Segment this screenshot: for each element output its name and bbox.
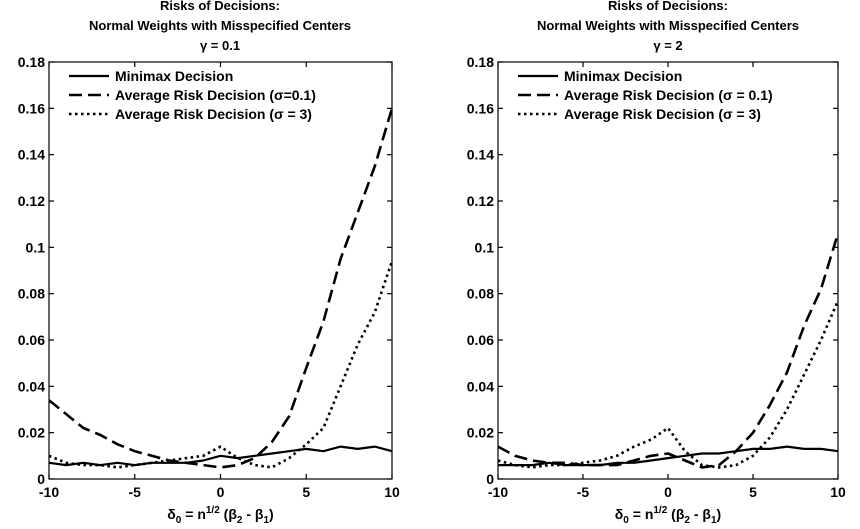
plot-frame — [497, 61, 839, 480]
legend-label: Average Risk Decision (σ = 3) — [115, 106, 312, 122]
x-tick-label: 5 — [302, 484, 310, 500]
chart-title-line: Risks of Decisions: — [160, 0, 280, 13]
x-tick-label: -10 — [488, 484, 508, 500]
legend-label: Average Risk Decision (σ = 3) — [564, 106, 761, 122]
y-tick-label: 0.02 — [467, 425, 494, 441]
x-tick-label: 0 — [664, 484, 672, 500]
y-tick-label: 0.06 — [18, 332, 45, 348]
y-tick-label: 0.16 — [18, 100, 45, 116]
legend-label: Average Risk Decision (σ = 0.1) — [564, 87, 773, 103]
chart-title-line: γ = 0.1 — [200, 38, 240, 53]
series-line-2 — [48, 107, 394, 469]
chart-title-line: Normal Weights with Misspecified Centers — [89, 18, 351, 33]
y-tick-label: 0.18 — [467, 54, 494, 70]
y-tick-label: 0.1 — [475, 239, 495, 255]
y-tick-label: 0.08 — [18, 286, 45, 302]
y-tick-label: 0.12 — [18, 193, 45, 209]
y-tick-label: 0.1 — [26, 239, 46, 255]
series-line-1 — [48, 445, 393, 467]
y-tick-label: 0.08 — [467, 286, 494, 302]
y-tick-label: 0.04 — [467, 378, 494, 394]
y-tick-label: 0.14 — [467, 147, 494, 163]
legend-label: Minimax Decision — [564, 68, 682, 84]
x-tick-label: -5 — [129, 484, 142, 500]
y-tick-label: 0.06 — [467, 332, 494, 348]
series-line-2 — [497, 233, 840, 469]
plot-frame — [48, 61, 393, 480]
y-tick-label: 0.18 — [18, 54, 45, 70]
x-tick-label: 10 — [830, 484, 846, 500]
series-line-1 — [498, 445, 839, 467]
series-line-3 — [48, 260, 394, 469]
legend-label: Average Risk Decision (σ=0.1) — [115, 87, 316, 103]
chart-panel-1: Risks of Decisions: Normal Weights with M… — [18, 0, 400, 526]
y-tick-label: 0.16 — [467, 100, 494, 116]
x-tick-label: 0 — [217, 484, 225, 500]
chart-title-line: γ = 2 — [653, 38, 682, 53]
series-line-3 — [497, 300, 840, 469]
x-axis-label: δ0 = n1/2 (β2 - β1) — [615, 505, 721, 526]
y-tick-label: 0.14 — [18, 147, 45, 163]
x-tick-label: -10 — [39, 484, 59, 500]
chart-title-line: Risks of Decisions: — [608, 0, 728, 13]
legend-label: Minimax Decision — [115, 68, 233, 84]
y-tick-label: 0.04 — [18, 378, 45, 394]
y-tick-label: 0 — [486, 471, 494, 487]
y-tick-label: 0.02 — [18, 425, 45, 441]
x-axis-label: δ0 = n1/2 (β2 - β1) — [167, 505, 273, 526]
x-tick-label: 5 — [749, 484, 757, 500]
chart-title-line: Normal Weights with Misspecified Centers — [537, 18, 799, 33]
chart-panel-2: Risks of Decisions: Normal Weights with M… — [467, 0, 846, 526]
y-tick-label: 0 — [37, 471, 45, 487]
x-tick-label: 10 — [384, 484, 400, 500]
x-tick-label: -5 — [577, 484, 590, 500]
y-tick-label: 0.12 — [467, 193, 494, 209]
